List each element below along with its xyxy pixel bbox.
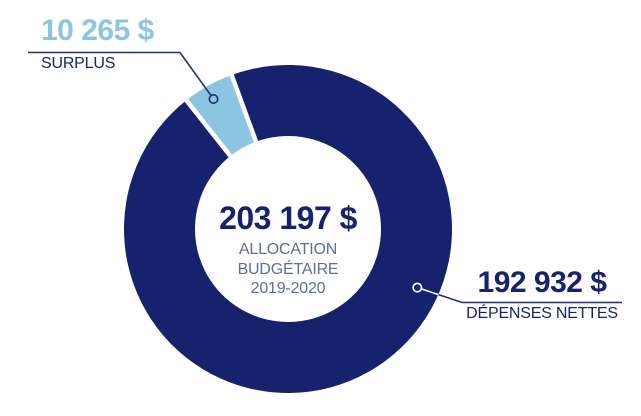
depenses-nettes-label: DÉPENSES NETTES	[466, 305, 618, 322]
allocation-label-line2: BUDGÉTAIRE	[237, 260, 339, 278]
surplus-marker-dot	[208, 94, 219, 105]
depenses-leader-line-on-donut	[421, 288, 439, 296]
allocation-label-line1: ALLOCATION	[238, 241, 338, 258]
surplus-callout: 10 265 $ SURPLUS	[41, 14, 154, 72]
slice-separators	[180, 68, 261, 163]
depenses-nettes-callout: 192 932 $ DÉPENSES NETTES	[462, 266, 622, 322]
allocation-label-line3: 2019-2020	[250, 280, 326, 297]
surplus-label: SURPLUS	[41, 55, 116, 72]
surplus-value: 10 265 $	[41, 14, 154, 47]
center-label: 203 197 $ ALLOCATION BUDGÉTAIRE 2019-202…	[178, 200, 398, 299]
slice-separator-line	[180, 94, 236, 163]
slice-separator-line	[227, 68, 261, 149]
allocation-label: ALLOCATION BUDGÉTAIRE 2019-2020	[178, 240, 398, 299]
depenses-leader-line	[438, 293, 622, 304]
depenses-nettes-value: 192 932 $	[477, 266, 607, 299]
surplus-leader-line	[28, 51, 212, 97]
depenses-marker-dot	[412, 282, 423, 293]
total-allocation-value: 203 197 $	[219, 200, 357, 236]
donut-slice-depenses-nettes	[123, 65, 453, 394]
